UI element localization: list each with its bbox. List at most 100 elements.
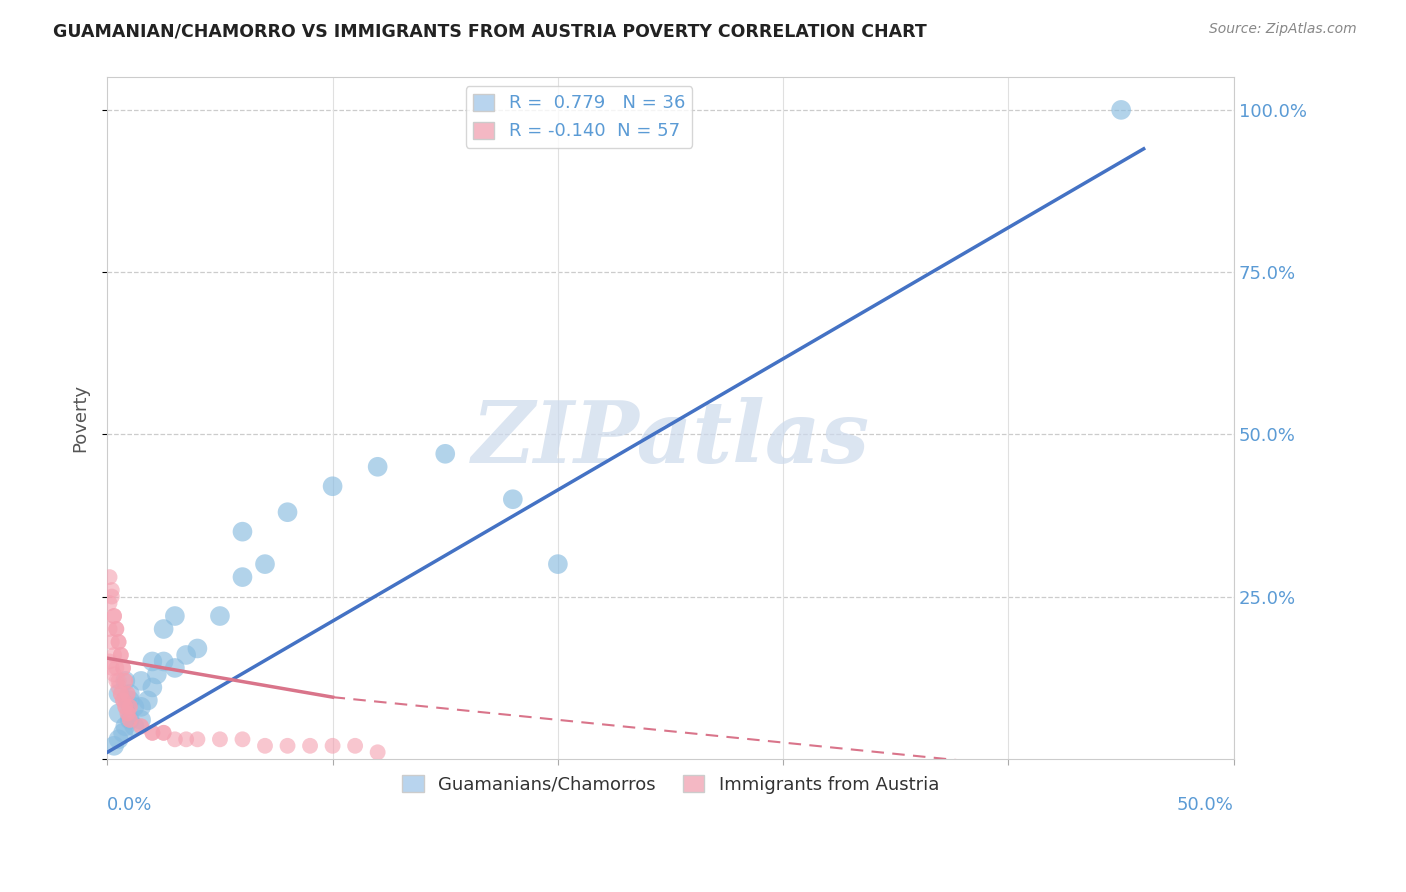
Point <box>434 447 457 461</box>
Point <box>107 687 129 701</box>
Point <box>117 687 139 701</box>
Point <box>186 641 208 656</box>
Point <box>101 590 124 604</box>
Point <box>107 732 129 747</box>
Point <box>114 673 136 688</box>
Point <box>114 673 136 688</box>
Point <box>103 609 125 624</box>
Point <box>141 681 163 695</box>
Point <box>141 726 163 740</box>
Point <box>101 583 124 598</box>
Point <box>107 635 129 649</box>
Point <box>118 713 141 727</box>
Point <box>253 557 276 571</box>
Point <box>152 726 174 740</box>
Point <box>114 673 136 688</box>
Point <box>367 459 389 474</box>
Point <box>231 570 253 584</box>
Point <box>174 648 197 662</box>
Point <box>129 719 152 733</box>
Point <box>547 557 569 571</box>
Point <box>141 655 163 669</box>
Point <box>105 622 128 636</box>
Point <box>322 739 344 753</box>
Point <box>129 673 152 688</box>
Point <box>502 492 524 507</box>
Point <box>141 726 163 740</box>
Point <box>105 622 128 636</box>
Point <box>110 687 132 701</box>
Point <box>118 699 141 714</box>
Point <box>103 609 125 624</box>
Point <box>129 699 152 714</box>
Point <box>231 732 253 747</box>
Point <box>118 713 141 727</box>
Point <box>98 655 121 669</box>
Point <box>231 524 253 539</box>
Point <box>112 661 135 675</box>
Point <box>152 622 174 636</box>
Text: 0.0%: 0.0% <box>107 797 153 814</box>
Point <box>117 687 139 701</box>
Point <box>124 699 146 714</box>
Point <box>118 693 141 707</box>
Point <box>110 648 132 662</box>
Point <box>107 673 129 688</box>
Point <box>299 739 322 753</box>
Point <box>367 745 389 759</box>
Point <box>112 693 135 707</box>
Legend: Guamanians/Chamorros, Immigrants from Austria: Guamanians/Chamorros, Immigrants from Au… <box>395 768 946 801</box>
Point <box>110 648 132 662</box>
Point <box>129 719 152 733</box>
Point <box>1109 103 1132 117</box>
Point <box>103 667 125 681</box>
Point <box>152 655 174 669</box>
Point <box>124 719 146 733</box>
Point <box>107 681 129 695</box>
Point <box>129 713 152 727</box>
Point <box>136 693 159 707</box>
Text: ZIPatlas: ZIPatlas <box>471 397 869 480</box>
Point <box>174 732 197 747</box>
Point <box>114 699 136 714</box>
Text: 50.0%: 50.0% <box>1177 797 1234 814</box>
Point <box>114 719 136 733</box>
Point <box>101 635 124 649</box>
Point <box>98 570 121 584</box>
Point <box>103 648 125 662</box>
Point <box>322 479 344 493</box>
Point <box>118 699 141 714</box>
Point <box>253 739 276 753</box>
Point <box>110 687 132 701</box>
Point <box>277 505 299 519</box>
Point <box>112 726 135 740</box>
Point <box>152 726 174 740</box>
Point <box>98 596 121 610</box>
Point <box>146 667 169 681</box>
Point <box>112 693 135 707</box>
Point <box>163 609 186 624</box>
Point <box>105 661 128 675</box>
Point <box>101 661 124 675</box>
Point <box>277 739 299 753</box>
Point <box>112 661 135 675</box>
Point <box>208 732 231 747</box>
Point <box>107 635 129 649</box>
Point <box>186 732 208 747</box>
Point <box>344 739 367 753</box>
Point <box>114 699 136 714</box>
Point <box>107 706 129 721</box>
Point <box>117 706 139 721</box>
Y-axis label: Poverty: Poverty <box>72 384 89 452</box>
Text: Source: ZipAtlas.com: Source: ZipAtlas.com <box>1209 22 1357 37</box>
Text: GUAMANIAN/CHAMORRO VS IMMIGRANTS FROM AUSTRIA POVERTY CORRELATION CHART: GUAMANIAN/CHAMORRO VS IMMIGRANTS FROM AU… <box>53 22 927 40</box>
Point <box>208 609 231 624</box>
Point <box>117 706 139 721</box>
Point <box>105 673 128 688</box>
Point <box>98 622 121 636</box>
Point <box>118 713 141 727</box>
Point <box>163 661 186 675</box>
Point <box>118 687 141 701</box>
Point <box>163 732 186 747</box>
Point <box>103 739 125 753</box>
